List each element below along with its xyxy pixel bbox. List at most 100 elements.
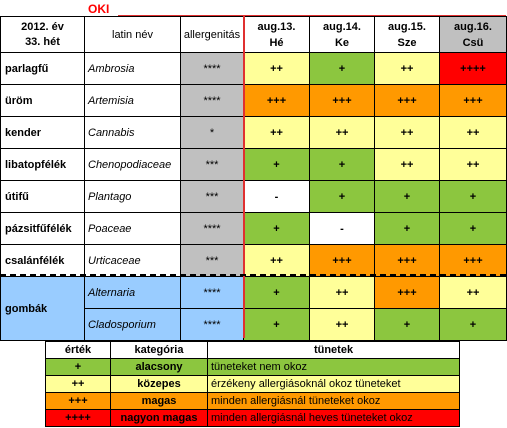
pollen-level-cell: + [439,212,507,245]
legend-value: +++ [45,392,111,410]
table-row: kender Cannabis * ++ ++ ++ ++ [0,116,507,149]
latin-name: Poaceae [84,212,181,245]
pollen-level-cell: + [374,212,440,245]
latin-name: Urticaceae [84,244,181,277]
day-date: aug.13. [257,20,296,33]
allergen-rating: **** [180,52,244,85]
pollen-level-cell: +++ [309,84,375,117]
year-week-header: 2012. év 33. hét [0,16,85,53]
allergen-rating: **** [180,84,244,117]
fungi-group-name: gombák [0,276,85,341]
day-date: aug.15. [388,20,426,33]
pollen-level-cell: +++ [439,84,507,117]
pollen-level-cell: ++ [243,116,310,149]
pollen-level-cell: + [243,148,310,181]
allergen-rating: *** [180,180,244,213]
allergen-rating: **** [180,212,244,245]
week-label: 33. hét [25,35,60,48]
pollen-level-cell: + [309,180,375,213]
plant-name: pázsitfűfélék [0,212,85,245]
legend-category: közepes [110,375,208,393]
legend-category: magas [110,392,208,410]
allergen-header: allergenitás [180,16,244,53]
table-row: gombák Alternaria **** + ++ +++ ++ [0,276,507,341]
legend-row: ++ közepes érzékeny allergiásoknál okoz tü… [45,375,460,393]
legend-row: +++ magas minden allergiásnál tüneteket ok… [45,392,460,410]
pollen-level-cell: ++ [309,308,375,341]
pollen-level-cell: +++ [374,276,440,309]
legend-value: ++++ [45,409,111,427]
pollen-level-cell: + [439,308,507,341]
day-date: aug.16. [454,20,492,33]
day-header: aug.15. Sze [374,16,440,53]
day-name: Hé [269,36,284,49]
legend-value-header: érték [45,341,111,359]
legend-header-row: érték kategória tünetek [45,341,460,359]
table-row: Cladosporium **** + ++ + + [1,308,507,341]
plant-name: üröm [0,84,85,117]
pollen-level-cell: ++ [439,116,507,149]
legend-value: + [45,358,111,376]
day-name: Csü [462,36,484,49]
pollen-level-cell: +++ [374,244,440,277]
latin-header: latin név [84,16,181,53]
legend-symptoms: érzékeny allergiásoknál okoz tüneteket [207,375,460,393]
forecast-border-left [243,16,245,338]
pollen-level-cell: ++++ [439,52,507,85]
pollen-level-cell: ++ [439,148,507,181]
plant-name: libatopfélék [0,148,85,181]
pollen-table: 2012. év 33. hét latin név allergenitás … [0,16,507,341]
table-row: útifű Plantago *** - + + + [0,180,507,213]
legend-symptoms: minden allergiásnál tüneteket okoz [207,392,460,410]
pollen-level-cell: + [243,212,310,245]
allergen-rating: *** [180,244,244,277]
allergen-rating: **** [180,308,244,341]
latin-name: Artemisia [84,84,181,117]
table-row: pázsitfűfélék Poaceae **** + - + + [0,212,507,245]
pollen-level-cell: - [309,212,375,245]
plant-name: csalánfélék [0,244,85,277]
fungi-separator [0,274,506,276]
table-row: üröm Artemisia **** +++ +++ +++ +++ [0,84,507,117]
legend-row: ++++ nagyon magas minden allergiásnál heve… [45,409,460,427]
legend-symptoms: tüneteket nem okoz [207,358,460,376]
table-row: parlagfű Ambrosia **** ++ + ++ ++++ [0,52,507,85]
table-row: libatopfélék Chenopodiaceae *** + + ++ ++ [0,148,507,181]
day-name: Ke [334,36,350,49]
plant-name: kender [0,116,85,149]
allergen-rating: **** [180,276,244,309]
day-name: Sze [397,36,417,49]
day-header: aug.13. Hé [243,16,310,53]
pollen-level-cell: + [309,52,375,85]
legend-row: + alacsony tüneteket nem okoz [45,358,460,376]
latin-name: Cannabis [84,116,181,149]
legend-table: érték kategória tünetek + alacsony tünetek… [45,341,460,427]
day-date: aug.14. [323,20,361,33]
legend-symptoms-header: tünetek [207,341,460,359]
allergen-rating: *** [180,148,244,181]
plant-name: parlagfű [0,52,85,85]
year-label: 2012. év [21,20,64,33]
pollen-level-cell: + [309,148,375,181]
legend-category-header: kategória [110,341,208,359]
pollen-level-cell: ++ [374,116,440,149]
latin-name: Alternaria [84,276,181,309]
pollen-level-cell: +++ [439,244,507,277]
pollen-level-cell: + [374,180,440,213]
pollen-level-cell: + [439,180,507,213]
plant-name: útifű [0,180,85,213]
pollen-level-cell: ++ [374,148,440,181]
pollen-level-cell: + [243,308,310,341]
pollen-level-cell: + [243,276,310,309]
day-header: aug.14. Ke [309,16,375,53]
legend-category: alacsony [110,358,208,376]
pollen-level-cell: +++ [243,84,310,117]
latin-name: Cladosporium [84,308,181,341]
pollen-level-cell: ++ [309,116,375,149]
pollen-level-cell: + [374,308,440,341]
legend-category: nagyon magas [110,409,208,427]
pollen-level-cell: - [243,180,310,213]
pollen-level-cell: ++ [309,276,375,309]
latin-name: Ambrosia [84,52,181,85]
